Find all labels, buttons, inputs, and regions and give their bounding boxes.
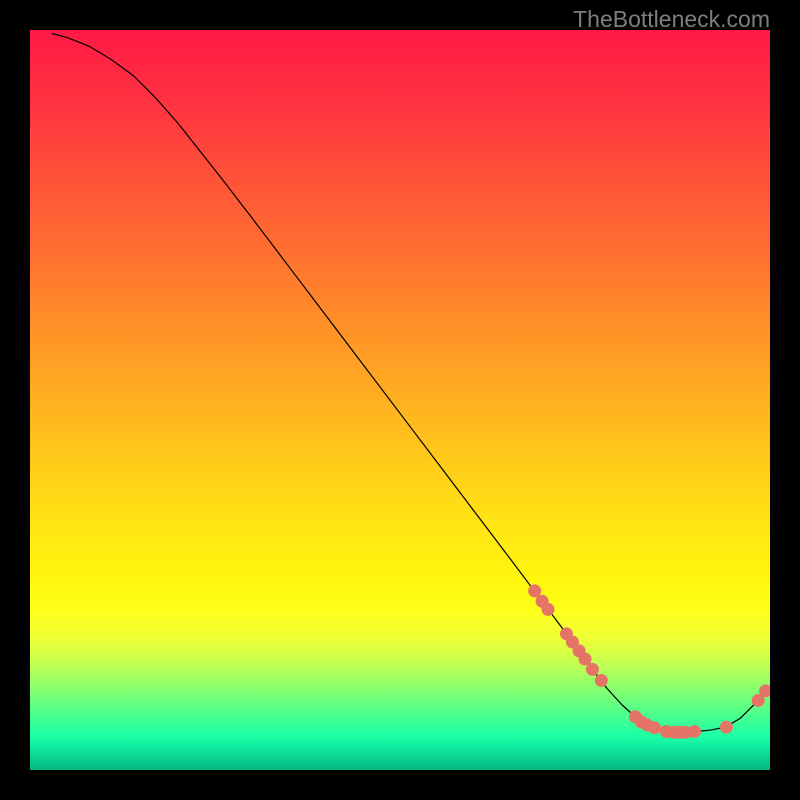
watermark-text: TheBottleneck.com	[573, 6, 770, 33]
gradient-background	[30, 30, 770, 770]
data-marker	[595, 674, 608, 687]
data-marker	[542, 603, 555, 616]
data-marker	[648, 721, 661, 734]
data-marker	[720, 721, 733, 734]
plot-area	[30, 30, 770, 770]
data-marker	[688, 725, 701, 738]
data-marker	[586, 663, 599, 676]
chart-container: TheBottleneck.com	[0, 0, 800, 800]
plot-svg	[30, 30, 770, 770]
